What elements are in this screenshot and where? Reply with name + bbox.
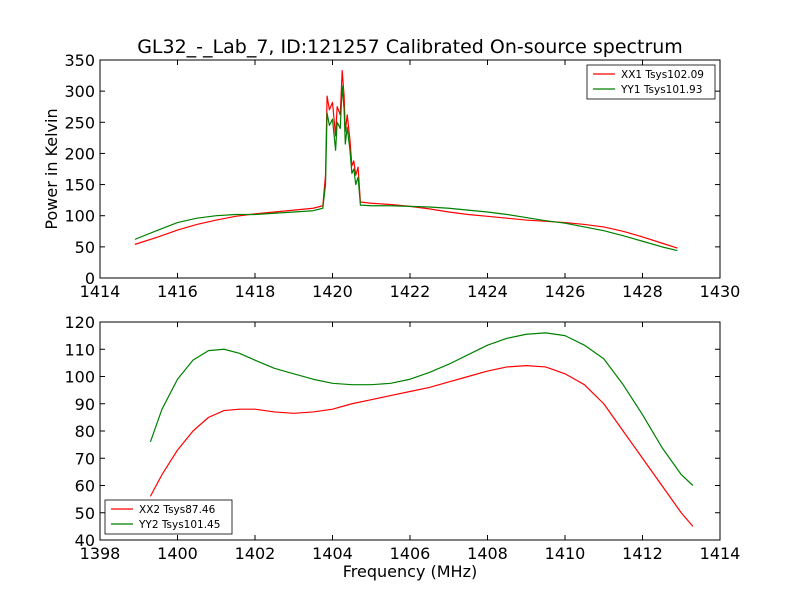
legend: XX2 Tsys87.46 YY2 Tsys101.45 xyxy=(104,499,233,535)
x-tick-label: 1410 xyxy=(545,544,586,563)
x-tick-label: 1422 xyxy=(390,282,431,301)
y-tick-label: 70 xyxy=(75,449,95,468)
x-tick-label: 1398 xyxy=(80,544,121,563)
y-tick-label: 50 xyxy=(75,238,95,257)
y-tick-label: 40 xyxy=(75,531,95,550)
x-tick-label: 1420 xyxy=(312,282,353,301)
legend-box xyxy=(586,64,716,100)
x-tick-label: 1428 xyxy=(622,282,663,301)
legend-entry-label: YY2 Tsys101.45 xyxy=(138,519,220,531)
y-tick-label: 300 xyxy=(64,82,95,101)
y-tick-label: 60 xyxy=(75,477,95,496)
x-tick-label: 1406 xyxy=(390,544,431,563)
top-chart-panel: 1414 1416 1418 1420 1422 1424 1426 1428 1430 0 50 1… xyxy=(64,51,740,301)
x-tick-label: 1418 xyxy=(235,282,276,301)
y-tick-label: 90 xyxy=(75,395,95,414)
legend-entry-label: XX1 Tsys102.09 xyxy=(621,69,704,81)
y-axis-label: Power in Kelvin xyxy=(42,108,61,229)
x-tick-label: 1412 xyxy=(622,544,663,563)
y-tick-label: 250 xyxy=(64,113,95,132)
series-line-yy2-tsys101-45 xyxy=(149,332,694,486)
y-tick-label: 0 xyxy=(85,269,95,288)
x-tick-label: 1414 xyxy=(700,544,741,563)
legend-entry-label: YY1 Tsys101.93 xyxy=(620,84,702,96)
y-tick-label: 120 xyxy=(64,313,95,332)
legend-entry-label: XX2 Tsys87.46 xyxy=(139,504,216,516)
series-line-yy1-tsys101-93 xyxy=(134,85,678,252)
x-tick-label: 1424 xyxy=(467,282,508,301)
legend-box xyxy=(104,499,233,535)
x-tick-label: 1400 xyxy=(157,544,198,563)
y-tick-label: 200 xyxy=(64,144,95,163)
x-tick-label: 1404 xyxy=(312,544,353,563)
legend: XX1 Tsys102.09 YY1 Tsys101.93 xyxy=(586,64,716,100)
x-tick-label: 1402 xyxy=(235,544,276,563)
series-line-xx1-tsys102-09 xyxy=(134,69,678,249)
x-axis-label: Frequency (MHz) xyxy=(343,562,477,581)
y-tick-label: 150 xyxy=(64,176,95,195)
x-tick-label: 1426 xyxy=(545,282,586,301)
figure-title: GL32_-_Lab_7, ID:121257 Calibrated On-so… xyxy=(137,36,683,58)
y-tick-label: 350 xyxy=(64,51,95,70)
y-tick-label: 80 xyxy=(75,422,95,441)
y-tick-label: 100 xyxy=(64,368,95,387)
bottom-chart-panel: 1398 1400 1402 1404 1406 1408 1410 1412 1414 40 50… xyxy=(64,313,740,563)
y-tick-label: 50 xyxy=(75,504,95,523)
x-tick-label: 1416 xyxy=(157,282,198,301)
x-tick-label: 1408 xyxy=(467,544,508,563)
series-line-xx2-tsys87-46 xyxy=(149,365,694,527)
x-tick-label: 1414 xyxy=(80,282,121,301)
y-tick-label: 100 xyxy=(64,207,95,226)
y-tick-label: 110 xyxy=(64,340,95,359)
x-tick-label: 1430 xyxy=(700,282,741,301)
